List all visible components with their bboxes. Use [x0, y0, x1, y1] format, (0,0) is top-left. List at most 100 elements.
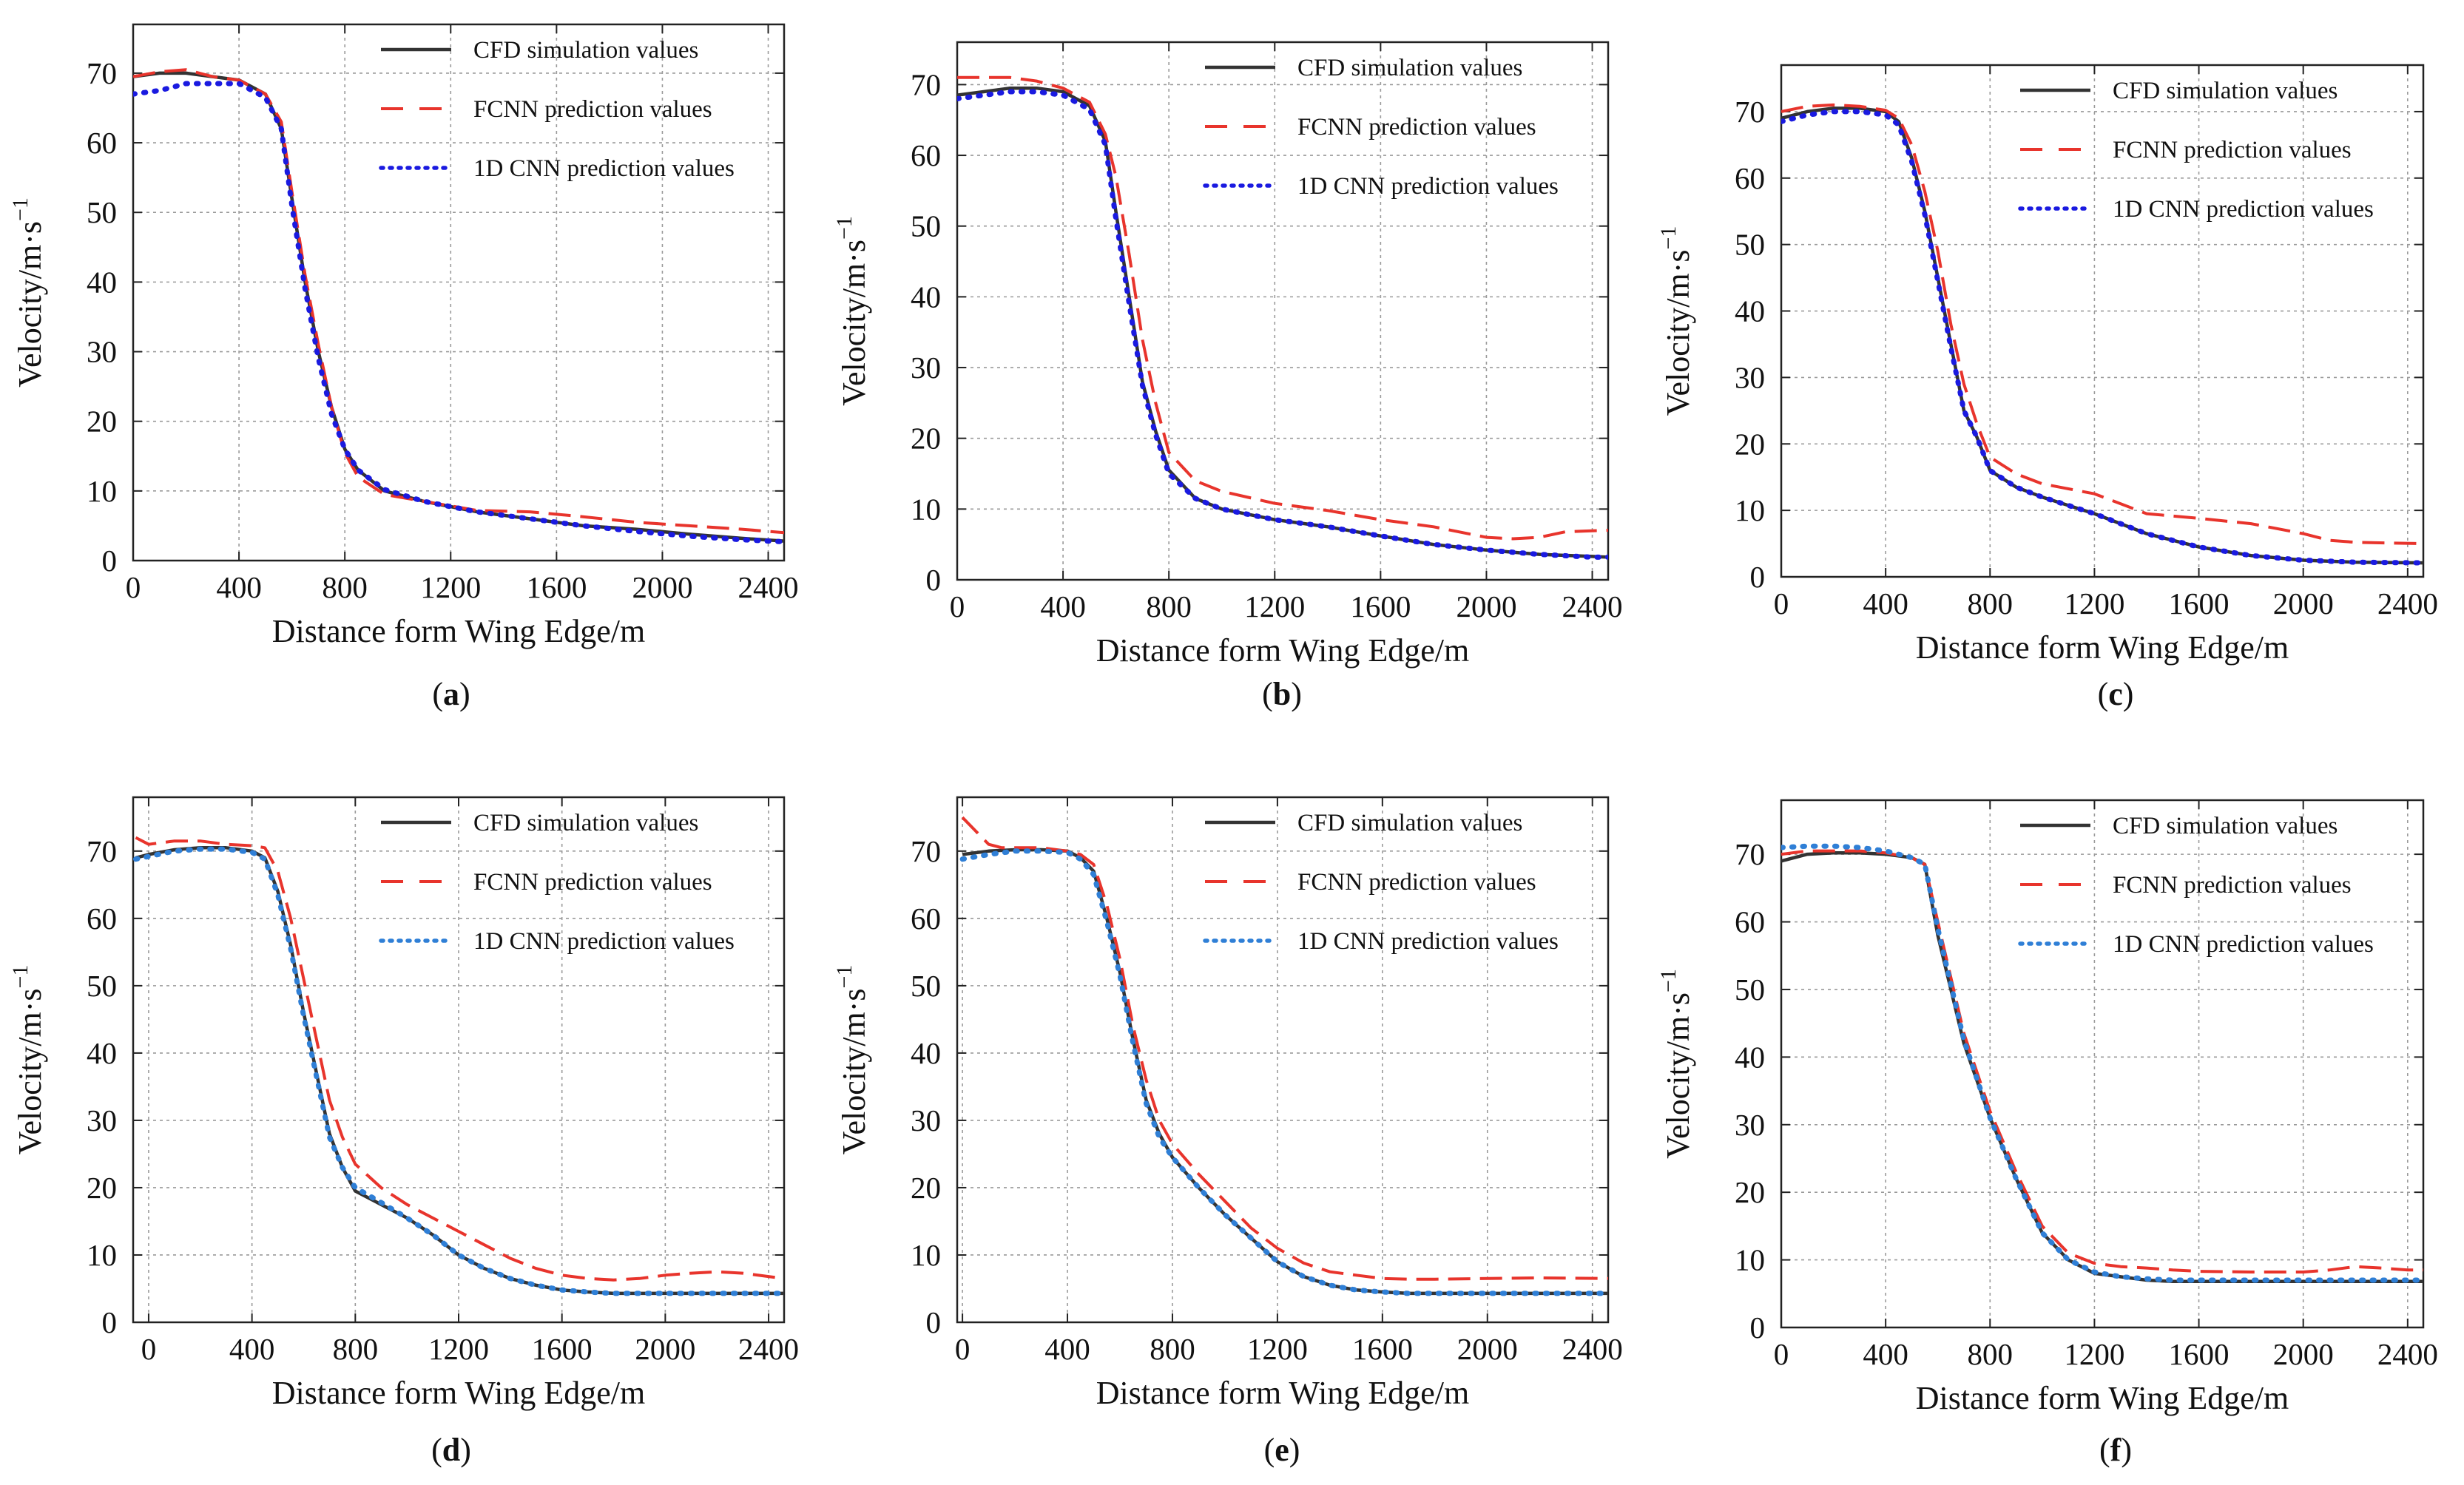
y-tick-label: 30 — [87, 1103, 117, 1137]
legend-label: 1D CNN prediction values — [1297, 173, 1559, 200]
y-axis-label: Velocity/m·s−1 — [1656, 226, 1696, 416]
y-tick-label: 50 — [1735, 972, 1765, 1007]
y-tick-label: 50 — [87, 195, 117, 229]
panel-label-letter: a — [443, 676, 459, 712]
series-line-cnn — [959, 848, 1608, 1296]
x-axis-label: Distance form Wing Edge/m — [272, 1375, 646, 1411]
plot-frame — [956, 796, 1610, 1324]
y-tick-label: 20 — [1735, 427, 1765, 461]
y-tick-label: 10 — [1735, 493, 1765, 527]
y-tick-label: 10 — [1735, 1243, 1765, 1277]
plot-frame — [132, 23, 786, 562]
panel-label: (c) — [2098, 676, 2134, 712]
x-tick-label: 400 — [1863, 1337, 1908, 1371]
x-tick-label: 1200 — [2064, 586, 2124, 620]
chart-panel-c: 0 400 800 1200 1600 2000 2400 0 10 20 30 40 50 60 70 Di… — [1656, 64, 2438, 712]
legend-label: FCNN prediction values — [473, 869, 712, 896]
x-tick-label: 1600 — [532, 1332, 593, 1366]
x-tick-label: 2000 — [2273, 1337, 2334, 1371]
panel-label-letter: f — [2110, 1432, 2122, 1468]
plot-frame — [956, 41, 1610, 581]
series-line-cfd — [1781, 106, 2423, 565]
chart-panel-a: 0 400 800 1200 1600 2000 2400 0 10 20 30 40 50 60 70 Di… — [8, 23, 799, 712]
series-line-cnn — [133, 81, 784, 545]
y-tick-label: 70 — [1735, 95, 1765, 129]
y-tick-label: 50 — [87, 969, 117, 1003]
panel-label-letter: e — [1275, 1432, 1289, 1468]
y-tick-label: 40 — [1735, 294, 1765, 328]
x-tick-label: 1200 — [428, 1332, 489, 1366]
x-tick-label: 800 — [322, 570, 368, 604]
series-line-cfd — [962, 848, 1608, 1296]
y-tick-label: 20 — [911, 1171, 941, 1205]
y-tick-label: 30 — [87, 335, 117, 369]
x-tick-label: 2400 — [1562, 1332, 1623, 1366]
series-line-cnn — [1781, 843, 2423, 1283]
y-tick-label: 40 — [1735, 1040, 1765, 1074]
legend-label: CFD simulation values — [2113, 78, 2338, 104]
y-tick-label: 50 — [911, 969, 941, 1003]
y-axis-label-text: Velocity/m·s — [836, 240, 872, 406]
x-tick-label: 2000 — [635, 1332, 695, 1366]
y-tick-label: 50 — [1735, 228, 1765, 262]
y-axis-label: Velocity/m·s−1 — [1656, 969, 1696, 1159]
legend-label: 1D CNN prediction values — [2113, 196, 2374, 223]
x-tick-label: 800 — [1968, 586, 2014, 620]
y-tick-label: 30 — [911, 1103, 941, 1137]
y-tick-label: 20 — [87, 1171, 117, 1205]
x-tick-label: 2400 — [738, 570, 799, 604]
x-tick-label: 800 — [333, 1332, 379, 1366]
series-line-fcnn — [133, 68, 784, 535]
y-tick-label: 0 — [102, 544, 118, 578]
series-line-cfd — [135, 846, 784, 1296]
y-tick-label: 60 — [87, 126, 117, 160]
x-tick-label: 2000 — [2273, 586, 2334, 620]
x-tick-label: 2000 — [1456, 589, 1516, 623]
x-tick-label: 1600 — [526, 570, 587, 604]
series-line-fcnn — [961, 816, 1608, 1281]
series-line-cfd — [957, 86, 1608, 559]
x-tick-label: 2000 — [632, 570, 692, 604]
x-axis-label: Distance form Wing Edge/m — [1096, 1375, 1470, 1411]
legend-label: FCNN prediction values — [1297, 114, 1536, 141]
x-tick-label: 1200 — [1247, 1332, 1308, 1366]
chart-panel-f: 0 400 800 1200 1600 2000 2400 0 10 20 30 40 50 60 70 Di… — [1656, 799, 2438, 1468]
series-line-cnn — [957, 89, 1608, 560]
x-axis-label: Distance form Wing Edge/m — [1916, 1380, 2289, 1416]
y-tick-label: 0 — [1750, 560, 1766, 594]
legend-label: CFD simulation values — [1297, 810, 1522, 836]
series-line-fcnn — [135, 836, 784, 1282]
panel-label-letter: d — [442, 1432, 460, 1468]
legend-label: FCNN prediction values — [1297, 869, 1536, 896]
y-tick-label: 70 — [87, 834, 117, 868]
x-tick-label: 400 — [1863, 586, 1908, 620]
x-tick-label: 0 — [1774, 1337, 1789, 1371]
x-tick-label: 800 — [1150, 1332, 1195, 1366]
y-tick-label: 10 — [911, 1238, 941, 1272]
y-tick-label: 20 — [1735, 1175, 1765, 1209]
y-tick-label: 40 — [87, 1036, 117, 1070]
x-tick-label: 0 — [950, 589, 965, 623]
x-tick-label: 1600 — [2169, 1337, 2230, 1371]
y-tick-label: 70 — [911, 834, 941, 868]
series-line-cfd — [1781, 851, 2423, 1284]
y-tick-label: 50 — [911, 209, 941, 243]
chart-panel-d: 0 400 800 1200 1600 2000 2400 0 10 20 30 40 50 60 70 Di… — [8, 796, 799, 1468]
x-tick-label: 1200 — [1244, 589, 1305, 623]
legend-label: CFD simulation values — [2113, 813, 2338, 839]
y-tick-label: 30 — [1735, 1108, 1765, 1142]
y-tick-label: 60 — [911, 138, 941, 172]
y-tick-label: 60 — [87, 902, 117, 936]
x-axis-label: Distance form Wing Edge/m — [1916, 629, 2289, 666]
legend-label: FCNN prediction values — [473, 96, 712, 123]
y-axis-label-text: Velocity/m·s — [1660, 992, 1696, 1159]
x-tick-label: 2000 — [1457, 1332, 1518, 1366]
x-tick-label: 0 — [126, 570, 141, 604]
x-tick-label: 800 — [1968, 1337, 2014, 1371]
y-tick-label: 10 — [87, 474, 117, 508]
y-axis-label: Velocity/m·s−1 — [8, 197, 48, 388]
y-axis-label-superscript: −1 — [1656, 226, 1681, 250]
x-tick-label: 1200 — [2064, 1337, 2124, 1371]
y-tick-label: 30 — [1735, 360, 1765, 394]
